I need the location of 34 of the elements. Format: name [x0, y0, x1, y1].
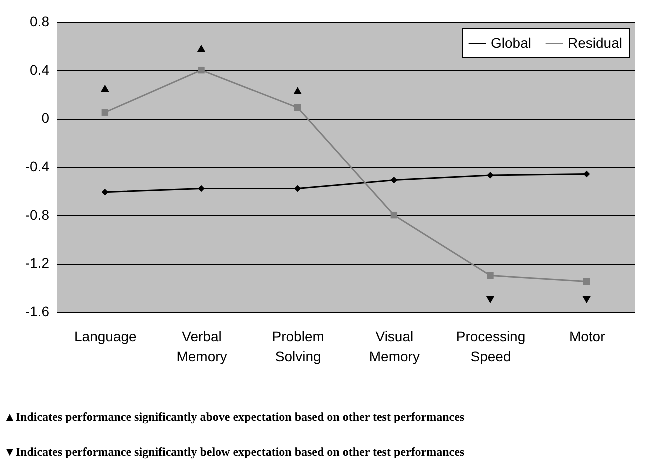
point — [487, 272, 494, 280]
point — [198, 66, 205, 74]
point — [294, 104, 302, 112]
point — [102, 189, 109, 196]
y-tick-label: 0.4 — [30, 62, 50, 78]
point — [583, 278, 590, 286]
point — [390, 176, 398, 184]
y-tick-label: -0.8 — [25, 206, 50, 223]
point — [294, 87, 302, 94]
point — [294, 185, 302, 192]
text: ▲Indicates performance significantly above expectation based on other test performances — [4, 410, 466, 425]
point — [582, 296, 592, 304]
text: ▼Indicates performance significantly below expectation based on other test performances — [4, 445, 466, 460]
point — [102, 109, 109, 116]
y-tick-label: 0.8 — [30, 14, 50, 30]
point — [390, 212, 398, 219]
x-tick-label: Language — [74, 328, 138, 344]
point — [197, 44, 206, 52]
x-tick-label: Visual Memory — [369, 328, 420, 364]
legend-label: Residual — [568, 34, 622, 51]
x-tick-label: Processing Speed — [456, 328, 526, 364]
y-tick-label: -0.4 — [25, 158, 50, 174]
point — [583, 170, 590, 178]
point — [198, 185, 205, 192]
x-tick-label: Problem Solving — [272, 328, 324, 364]
y-tick-label: -1.6 — [25, 304, 50, 320]
x-tick-label: Motor — [569, 328, 606, 344]
point — [487, 172, 494, 179]
legend-label: Global — [491, 34, 532, 51]
y-tick-label: -1.2 — [25, 255, 50, 272]
x-tick-label: Verbal Memory — [176, 328, 228, 364]
point — [486, 296, 495, 304]
point — [100, 84, 110, 92]
y-tick-label: 0 — [42, 110, 50, 126]
